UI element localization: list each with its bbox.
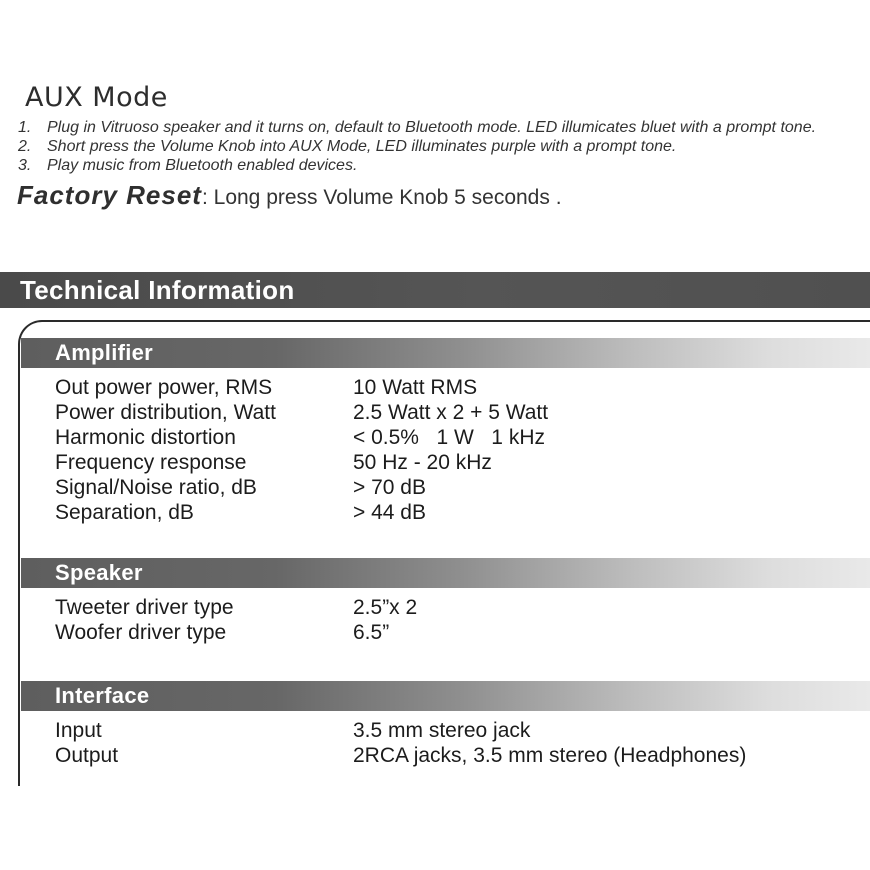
aux-mode-heading: AUX Mode bbox=[25, 82, 168, 113]
spec-row: Woofer driver type 6.5” bbox=[55, 620, 870, 645]
speaker-rows: Tweeter driver type 2.5”x 2 Woofer drive… bbox=[20, 595, 870, 645]
aux-step-2: 2. Short press the Volume Knob into AUX … bbox=[18, 137, 862, 156]
step-number: 1. bbox=[18, 119, 32, 136]
factory-reset-label: Factory Reset bbox=[17, 180, 202, 210]
spec-label: Frequency response bbox=[55, 451, 247, 474]
spec-row: Harmonic distortion < 0.5% 1 W 1 kHz bbox=[55, 425, 870, 450]
step-text: Short press the Volume Knob into AUX Mod… bbox=[47, 138, 677, 155]
step-number: 2. bbox=[18, 138, 32, 155]
aux-mode-steps: 1. Plug in Vitruoso speaker and it turns… bbox=[18, 118, 862, 175]
spec-row: Input 3.5 mm stereo jack bbox=[55, 718, 870, 743]
spec-row: Output 2RCA jacks, 3.5 mm stereo (Headph… bbox=[55, 743, 870, 768]
spec-label: Input bbox=[55, 719, 102, 742]
technical-information-banner: Technical Information bbox=[0, 272, 870, 308]
spec-value: 6.5” bbox=[353, 621, 390, 644]
spec-label: Out power power, RMS bbox=[55, 376, 273, 399]
spec-value: > 44 dB bbox=[353, 501, 426, 524]
spec-value: 2RCA jacks, 3.5 mm stereo (Headphones) bbox=[353, 744, 747, 767]
spec-label: Woofer driver type bbox=[55, 621, 227, 644]
amplifier-rows: Out power power, RMS 10 Watt RMS Power d… bbox=[20, 375, 870, 525]
interface-rows: Input 3.5 mm stereo jack Output 2RCA jac… bbox=[20, 718, 870, 768]
spec-box: Amplifier Out power power, RMS 10 Watt R… bbox=[18, 320, 870, 786]
step-text: Play music from Bluetooth enabled device… bbox=[47, 157, 358, 174]
step-number: 3. bbox=[18, 157, 32, 174]
spec-value: > 70 dB bbox=[353, 476, 426, 499]
spec-value: 10 Watt RMS bbox=[353, 376, 478, 399]
spec-row: Signal/Noise ratio, dB > 70 dB bbox=[55, 475, 870, 500]
factory-reset-text: : Long press Volume Knob 5 seconds . bbox=[201, 186, 562, 209]
spec-row: Frequency response 50 Hz - 20 kHz bbox=[55, 450, 870, 475]
spec-label: Harmonic distortion bbox=[55, 426, 236, 449]
spec-value: 2.5 Watt x 2 + 5 Watt bbox=[353, 401, 549, 424]
spec-value: 50 Hz - 20 kHz bbox=[353, 451, 492, 474]
spec-label: Tweeter driver type bbox=[55, 596, 234, 619]
aux-step-3: 3. Play music from Bluetooth enabled dev… bbox=[18, 156, 862, 175]
step-text: Plug in Vitruoso speaker and it turns on… bbox=[47, 119, 817, 136]
aux-mode-section: AUX Mode 1. Plug in Vitruoso speaker and… bbox=[18, 82, 862, 175]
spec-label: Separation, dB bbox=[55, 501, 194, 524]
section-header-speaker: Speaker bbox=[21, 558, 870, 588]
spec-row: Power distribution, Watt 2.5 Watt x 2 + … bbox=[55, 400, 870, 425]
spec-row: Tweeter driver type 2.5”x 2 bbox=[55, 595, 870, 620]
aux-step-1: 1. Plug in Vitruoso speaker and it turns… bbox=[18, 118, 862, 137]
section-header-amplifier: Amplifier bbox=[21, 338, 870, 368]
spec-label: Signal/Noise ratio, dB bbox=[55, 476, 257, 499]
spec-value: 3.5 mm stereo jack bbox=[353, 719, 531, 742]
spec-label: Power distribution, Watt bbox=[55, 401, 276, 424]
spec-row: Out power power, RMS 10 Watt RMS bbox=[55, 375, 870, 400]
spec-label: Output bbox=[55, 744, 119, 767]
spec-row: Separation, dB > 44 dB bbox=[55, 500, 870, 525]
spec-value: 2.5”x 2 bbox=[353, 596, 418, 619]
spec-value: < 0.5% 1 W 1 kHz bbox=[353, 426, 545, 449]
section-header-interface: Interface bbox=[21, 681, 870, 711]
factory-reset-line: Factory Reset: Long press Volume Knob 5 … bbox=[17, 180, 562, 211]
